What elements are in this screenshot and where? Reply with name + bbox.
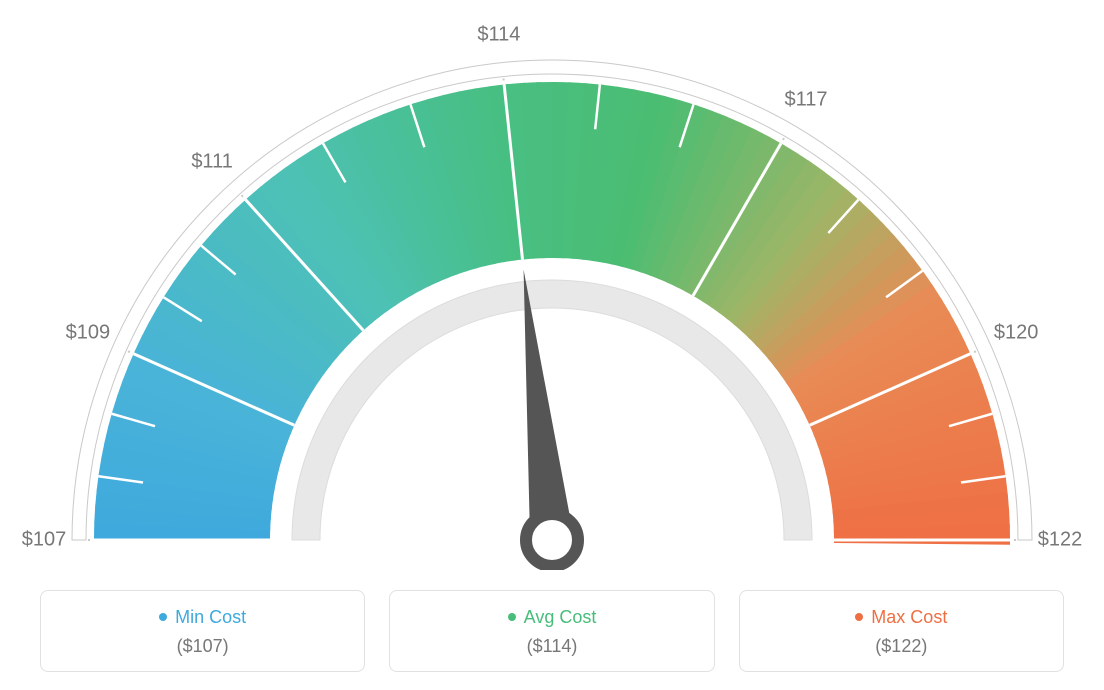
legend-dot-avg — [508, 613, 516, 621]
legend-label-avg-text: Avg Cost — [524, 607, 597, 627]
gauge-tick-label: $122 — [1038, 529, 1083, 552]
legend-value-min: ($107) — [51, 636, 354, 657]
legend-row: Min Cost ($107) Avg Cost ($114) Max Cost… — [40, 590, 1064, 672]
gauge-tick-label: $109 — [66, 322, 111, 345]
legend-label-avg: Avg Cost — [400, 607, 703, 628]
gauge-tick-label: $120 — [994, 322, 1039, 345]
cost-gauge-chart: $107 $109 $111 $114 $117 $120 $122 Min Cost ($… — [0, 0, 1104, 690]
gauge-tick-label: $117 — [784, 89, 827, 112]
legend-card-min: Min Cost ($107) — [40, 590, 365, 672]
gauge-svg — [0, 0, 1104, 570]
legend-card-max: Max Cost ($122) — [739, 590, 1064, 672]
legend-label-min-text: Min Cost — [175, 607, 246, 627]
legend-label-max: Max Cost — [750, 607, 1053, 628]
legend-dot-min — [159, 613, 167, 621]
legend-label-min: Min Cost — [51, 607, 354, 628]
gauge-tick-label: $107 — [22, 529, 67, 552]
gauge-area: $107 $109 $111 $114 $117 $120 $122 — [0, 0, 1104, 570]
legend-value-avg: ($114) — [400, 636, 703, 657]
gauge-tick-label: $114 — [477, 23, 520, 46]
legend-label-max-text: Max Cost — [871, 607, 947, 627]
legend-value-max: ($122) — [750, 636, 1053, 657]
legend-card-avg: Avg Cost ($114) — [389, 590, 714, 672]
legend-dot-max — [855, 613, 863, 621]
gauge-tick-label: $111 — [191, 151, 233, 174]
